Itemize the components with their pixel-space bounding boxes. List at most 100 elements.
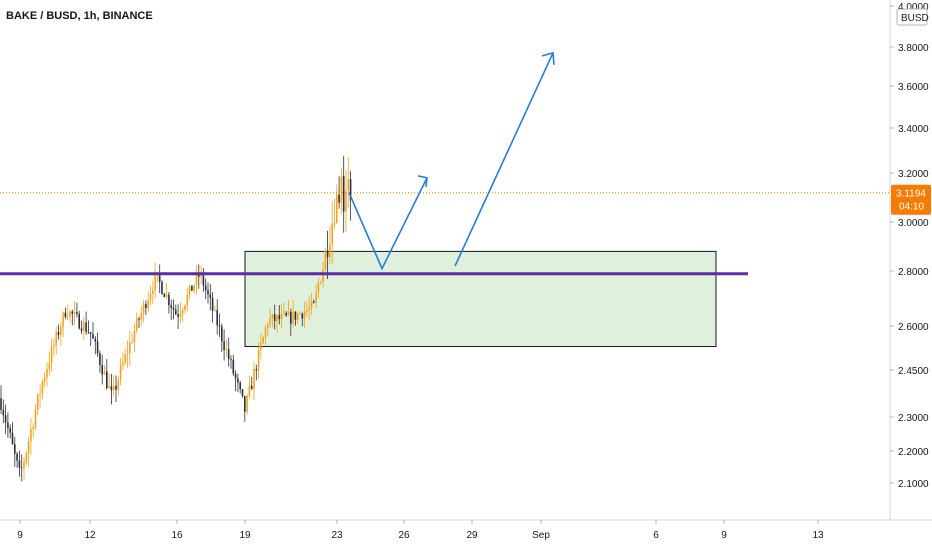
price-tick-label: 3.2000: [898, 169, 929, 180]
candle-body: [340, 175, 343, 203]
candle-body: [73, 312, 76, 314]
candle-body: [269, 318, 271, 325]
candle-body: [23, 461, 25, 469]
candle-body: [278, 315, 281, 320]
candle-body: [142, 303, 145, 313]
candle-body: [172, 307, 175, 310]
candle-body: [264, 328, 267, 338]
candle-body: [7, 422, 9, 429]
candle-body: [20, 467, 23, 469]
price-axis: 2.1000 2.2000 2.3000 2.4500 2.6000 2.8000 3.00…: [890, 2, 931, 490]
candle-body: [106, 371, 108, 389]
candle-body: [32, 427, 34, 429]
chart-grid: [0, 0, 932, 521]
candle-body: [60, 326, 62, 336]
candle-body: [83, 322, 85, 331]
candle-body: [99, 353, 101, 365]
candle-body: [317, 282, 320, 293]
candle-body: [188, 285, 191, 295]
candle-body: [347, 178, 350, 191]
candle-body: [209, 294, 212, 299]
price-tick-label: 2.4500: [898, 366, 929, 377]
price-tick-label: 2.1000: [898, 479, 929, 490]
candle-body: [161, 281, 163, 294]
candle-body: [338, 194, 340, 203]
price-tick-label: 2.2000: [898, 447, 929, 458]
candle-body: [241, 389, 244, 396]
candle-body: [115, 385, 117, 390]
candle-body: [147, 300, 149, 309]
candle-body: [246, 395, 248, 412]
quote-currency-label: BUSD: [901, 13, 929, 24]
price-tick-label: 3.6000: [898, 82, 929, 93]
price-tick-label: 4.0000: [898, 2, 929, 13]
candle-body: [273, 314, 276, 321]
candle-body: [85, 322, 87, 332]
candle-body: [41, 381, 44, 394]
candle-body: [244, 395, 246, 412]
candle-body: [2, 409, 5, 416]
candle-body: [207, 290, 209, 295]
candle-body: [294, 311, 297, 320]
candle-body: [250, 385, 253, 390]
target-arrow-line: [454, 52, 554, 267]
candle-body: [92, 334, 94, 339]
candle-body: [18, 460, 21, 468]
candle-body: [48, 363, 51, 370]
candle-body: [225, 349, 228, 351]
candle-body: [0, 398, 2, 410]
candle-body: [94, 338, 97, 342]
candle-body: [257, 349, 260, 371]
candle-body: [129, 342, 131, 354]
candle-body: [202, 272, 205, 286]
candle-body: [78, 313, 80, 329]
candle-body: [292, 311, 294, 324]
candle-body: [204, 285, 207, 291]
candle-body: [64, 312, 67, 318]
candle-body: [124, 354, 126, 363]
candle-body: [280, 313, 283, 320]
candle-body: [232, 359, 235, 374]
candle-body: [154, 273, 156, 291]
candle-body: [296, 313, 299, 320]
candle-body: [135, 318, 138, 331]
candle-body: [103, 371, 106, 375]
candle-body: [223, 341, 225, 350]
candle-body: [37, 394, 39, 410]
candle-body: [96, 341, 99, 354]
candle-body: [315, 292, 317, 303]
candle-body: [71, 311, 74, 314]
candle-body: [39, 393, 41, 395]
time-axis: 9 12 16 19 23 26 29 Sep 6 9 13: [17, 520, 824, 541]
candle-body: [195, 274, 198, 286]
annotation-layer: [0, 51, 890, 276]
candle-body: [34, 409, 37, 428]
candle-body: [342, 175, 345, 212]
price-tick-label: 3.0000: [898, 218, 929, 229]
candle-body: [66, 316, 69, 318]
candle-body: [227, 349, 230, 360]
candle-body: [55, 331, 57, 346]
candle-body: [46, 369, 48, 378]
candle-body: [57, 331, 60, 336]
projection-arrowhead: [417, 175, 428, 187]
candle-body: [319, 282, 322, 283]
candle-body: [4, 415, 7, 423]
candle-body: [211, 298, 214, 311]
time-tick-label: 13: [812, 530, 824, 541]
candle-body: [216, 310, 218, 326]
candle-body: [89, 332, 92, 335]
candle-body: [255, 369, 258, 371]
candle-body: [112, 385, 115, 391]
candle-body: [313, 301, 315, 303]
candle-body: [179, 313, 182, 317]
candle-body: [177, 314, 179, 317]
chart-title: BAKE / BUSD, 1h, BINANCE: [6, 10, 153, 22]
time-tick-label: 6: [653, 530, 659, 541]
candle-body: [16, 453, 18, 461]
candle-body: [184, 305, 186, 310]
candle-body: [310, 301, 313, 308]
support-zone-layer: [244, 250, 717, 348]
candle-body: [285, 312, 287, 316]
